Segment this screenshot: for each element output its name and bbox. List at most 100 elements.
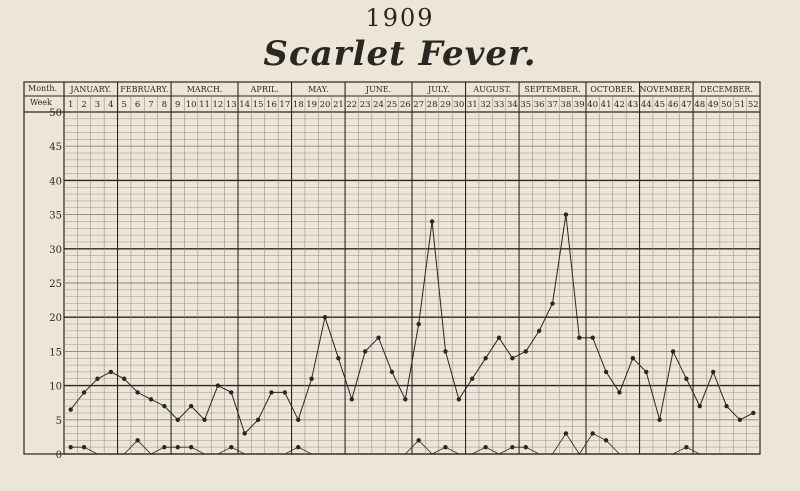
data-point — [657, 417, 662, 422]
week-label: 22 — [346, 100, 357, 110]
y-tick-label: 0 — [56, 450, 62, 461]
data-point — [510, 444, 515, 450]
data-point — [483, 356, 488, 361]
data-point — [724, 403, 729, 409]
week-label: 13 — [226, 100, 237, 110]
week-label: 6 — [135, 100, 140, 110]
data-point — [202, 417, 207, 422]
week-label: 8 — [162, 100, 167, 110]
month-label: MAY. — [308, 85, 328, 94]
month-week-header: Month. Week JANUARY. FEBRUARY. MARCH. APRIL… — [28, 84, 759, 110]
week-label: 45 — [654, 100, 665, 110]
data-point — [416, 438, 421, 443]
data-point — [416, 321, 421, 327]
month-label: SEPTEMBER. — [524, 85, 580, 94]
data-point — [188, 444, 194, 450]
data-point — [322, 315, 328, 320]
week-label: 2 — [81, 100, 86, 110]
data-point — [603, 438, 609, 443]
data-point — [389, 369, 395, 375]
week-label: 47 — [681, 100, 692, 110]
y-tick-label: 25 — [49, 279, 62, 290]
data-point — [296, 444, 301, 450]
data-point — [523, 444, 528, 450]
data-point — [296, 417, 301, 422]
grid — [23, 81, 761, 455]
week-label: 7 — [148, 100, 153, 110]
month-label: JANUARY. — [69, 85, 111, 94]
week-label: 14 — [239, 100, 250, 110]
week-label: 51 — [735, 100, 746, 110]
week-label: 3 — [95, 100, 100, 110]
week-label: 1 — [68, 100, 73, 110]
week-label: 19 — [306, 100, 317, 110]
week-label: 25 — [387, 100, 398, 110]
chart-year: 1909 — [365, 4, 435, 32]
data-point — [81, 444, 87, 450]
y-tick-label: 5 — [56, 416, 62, 427]
week-label: 27 — [413, 100, 424, 110]
data-point — [403, 397, 408, 402]
month-label: NOVEMBER. — [640, 85, 694, 94]
data-point — [630, 356, 636, 361]
data-point — [617, 390, 622, 395]
y-tick-label: 40 — [49, 176, 62, 187]
data-point — [536, 328, 542, 334]
data-point — [255, 417, 261, 422]
week-label: 10 — [186, 100, 197, 110]
week-label: 34 — [507, 100, 518, 110]
data-point — [496, 335, 502, 340]
week-label: 5 — [122, 100, 127, 110]
week-row-label: Week — [30, 98, 52, 107]
week-label: 46 — [668, 100, 679, 110]
data-point — [336, 356, 341, 361]
week-label: 35 — [520, 100, 531, 110]
data-point — [684, 444, 689, 450]
week-label: 21 — [333, 100, 344, 110]
week-label: 30 — [453, 100, 464, 110]
data-point — [456, 397, 462, 402]
week-label: 28 — [427, 100, 438, 110]
data-point — [135, 390, 140, 395]
data-point — [229, 444, 234, 450]
month-label: JUNE. — [365, 85, 391, 94]
y-axis-ticks: 0 5 10 15 20 25 30 35 40 45 50 — [49, 108, 62, 461]
y-tick-label: 10 — [49, 382, 62, 393]
month-label: DECEMBER. — [700, 85, 753, 94]
week-label: 48 — [694, 100, 705, 110]
data-point — [68, 444, 73, 450]
series-line — [70, 432, 754, 455]
week-label: 24 — [373, 100, 384, 110]
data-point — [523, 349, 528, 354]
week-label: 20 — [320, 100, 331, 110]
data-point — [162, 444, 167, 450]
week-label: 41 — [601, 100, 612, 110]
week-label: 18 — [293, 100, 304, 110]
data-point — [510, 356, 515, 361]
week-label: 44 — [641, 100, 652, 110]
data-point — [751, 410, 756, 416]
week-label: 9 — [175, 100, 180, 110]
data-point — [429, 219, 435, 224]
data-point — [737, 417, 743, 422]
data-point — [550, 301, 555, 306]
week-label: 12 — [213, 100, 224, 110]
data-point — [282, 390, 288, 395]
week-label: 15 — [253, 100, 264, 110]
month-label: OCTOBER. — [590, 85, 635, 94]
data-point — [710, 369, 716, 375]
data-point — [577, 335, 582, 340]
data-point — [563, 431, 569, 436]
month-label: APRIL. — [250, 85, 279, 94]
data-point — [362, 349, 368, 354]
data-point — [443, 349, 448, 354]
week-label: 33 — [494, 100, 505, 110]
data-point — [644, 369, 649, 375]
week-label: 32 — [480, 100, 491, 110]
week-label: 43 — [627, 100, 638, 110]
data-point — [108, 369, 114, 375]
week-label: 40 — [587, 100, 598, 110]
week-label: 26 — [400, 100, 411, 110]
